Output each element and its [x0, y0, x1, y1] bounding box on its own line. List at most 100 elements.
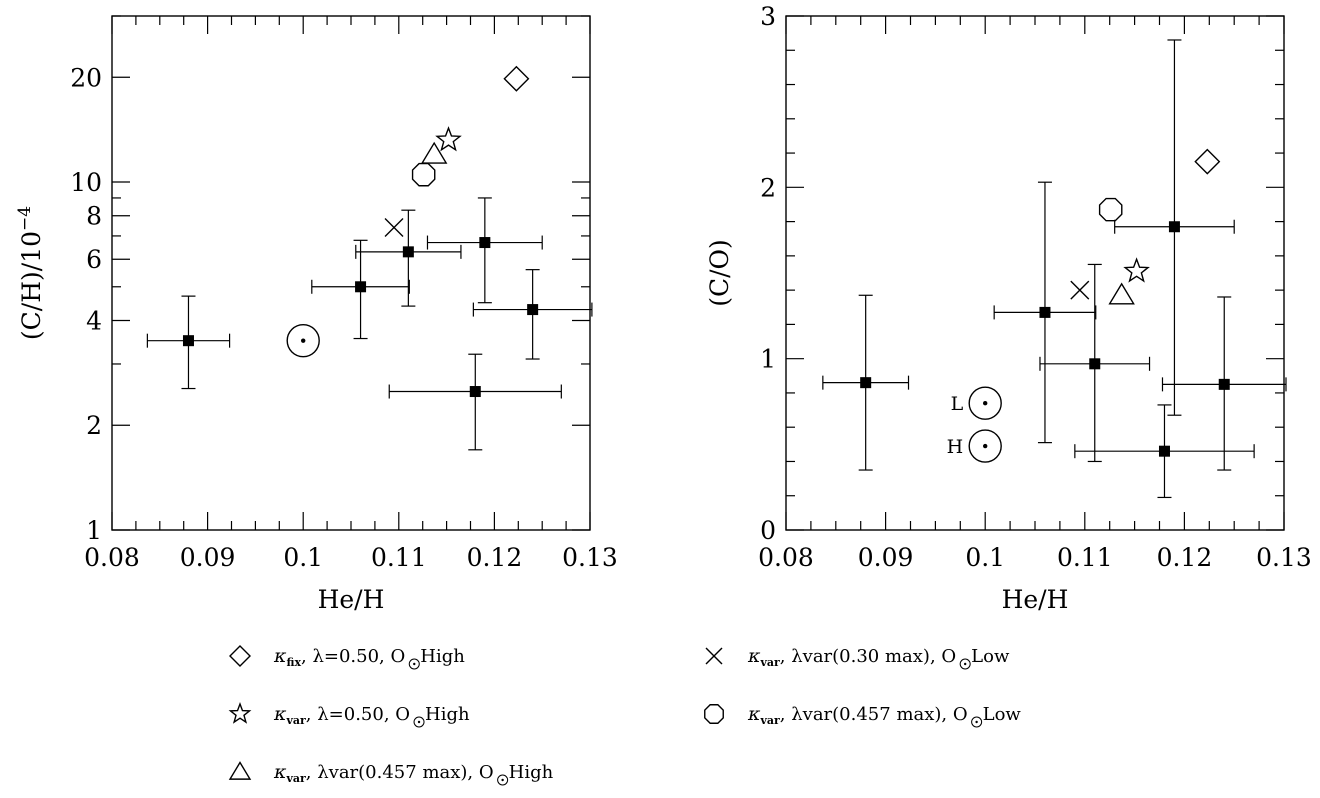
observation-point	[993, 181, 1097, 444]
observation-marker	[1089, 358, 1101, 370]
legend-kappa: κ	[747, 703, 761, 725]
legend-separator: ,	[780, 646, 791, 667]
legend-sun-dot	[963, 662, 967, 666]
legend-sun-circle	[971, 716, 983, 728]
legend-suffix: High	[420, 646, 465, 667]
y-tick-label: 2	[86, 411, 102, 440]
legend-sun-dot	[413, 662, 416, 666]
y-tick-label: 4	[86, 306, 102, 335]
legend-item: κvar, λvar(0.457 max), O High	[228, 761, 554, 786]
plot-frame	[111, 15, 591, 531]
legend-text-main: λvar(0.457 max), O	[317, 762, 493, 783]
observation-marker	[402, 246, 414, 258]
x-tick-label: 0.13	[1256, 543, 1312, 572]
x-tick-label: 0.09	[858, 543, 914, 572]
cross-model-marker	[384, 218, 404, 238]
legend-separator: ,	[306, 762, 317, 783]
observation-point	[426, 197, 543, 304]
observation-marker	[1158, 445, 1170, 457]
legend-kappa-subscript: var	[759, 656, 780, 669]
legend-sun-circle	[413, 716, 425, 728]
y-axis-title: (C/H)/10−4	[15, 206, 46, 340]
sun-label: L	[951, 393, 964, 415]
legend-sun-circle	[408, 658, 420, 670]
observation-point	[1074, 404, 1255, 499]
legend-kappa-subscript: var	[285, 714, 306, 727]
legend-kappa: κ	[273, 703, 287, 725]
diamond-model-marker	[1194, 148, 1221, 175]
legend-suffix: Low	[983, 704, 1022, 725]
x-tick-label: 0.12	[1157, 543, 1213, 572]
observation-point	[1114, 39, 1235, 416]
octagon-model-marker	[1098, 197, 1123, 222]
legend-sun-circle	[959, 658, 971, 670]
legend-sun-dot	[417, 720, 421, 724]
observation-marker	[1168, 221, 1180, 233]
cross-model-marker	[1070, 280, 1090, 300]
legend-label: κvar, λ=0.50, O	[273, 703, 410, 727]
octagon-legend-marker	[704, 704, 724, 724]
octagon-model-marker	[411, 162, 436, 187]
legend-kappa: κ	[273, 645, 287, 667]
legend-kappa: κ	[747, 645, 761, 667]
legend-separator: ,	[780, 704, 791, 725]
sun-symbol	[968, 386, 1002, 420]
y-tick-label: 3	[760, 2, 776, 31]
sun-label: H	[947, 436, 964, 458]
diamond-model-marker	[503, 65, 530, 92]
star-model-marker	[435, 126, 462, 152]
observation-point	[355, 209, 462, 307]
cross-stroke	[705, 647, 723, 665]
legend-sun-symbol	[971, 716, 983, 728]
observation-point	[472, 269, 593, 360]
sun-circle	[286, 323, 320, 358]
legend-suffix: Low	[971, 646, 1010, 667]
y-axis-title-exponent: −4	[15, 206, 35, 231]
x-axis-title: He/H	[1002, 585, 1069, 614]
x-tick-label: 0.1	[965, 543, 1005, 572]
observation-marker	[355, 281, 367, 293]
legend-text-main: λvar(0.30 max), O	[791, 646, 956, 667]
legend-text-main: λ=0.50, O	[312, 646, 405, 667]
legend-item: κvar, λvar(0.457 max), O Low	[704, 703, 1022, 728]
observation-marker	[479, 237, 491, 249]
legend-text-main: λ=0.50, O	[317, 704, 410, 725]
star-model-marker	[1123, 257, 1150, 283]
y-axis-title: (C/O)	[705, 239, 734, 307]
y-tick-label: 8	[86, 202, 102, 231]
observation-point	[146, 295, 231, 390]
legend-label: κvar, λvar(0.30 max), O	[747, 645, 956, 669]
triangle-model-marker	[420, 141, 448, 164]
legend-label: κfix, λ=0.50, O	[273, 645, 405, 669]
sun-dot	[301, 338, 306, 343]
legend-kappa-subscript: fix	[286, 656, 301, 669]
observation-marker	[469, 386, 481, 398]
sun-symbol	[286, 323, 320, 358]
observation-point	[1161, 296, 1287, 471]
sun-circle	[968, 429, 1002, 463]
y-tick-label: 20	[70, 63, 102, 92]
x-axis-title: He/H	[318, 585, 385, 614]
x-tick-label: 0.1	[283, 543, 323, 572]
right-panel: 0.08 0.09 0.1 0.11 0.12 0.13 0 1 2 3 He/H (C/O) LH	[705, 2, 1312, 614]
legend-text-main: λvar(0.457 max), O	[791, 704, 967, 725]
observation-marker	[527, 304, 539, 316]
y-tick-label: 1	[86, 516, 102, 545]
legend-suffix: High	[509, 762, 554, 783]
legend-sun-symbol	[408, 658, 420, 670]
y-tick-label: 2	[760, 173, 776, 202]
x-tick-label: 0.11	[371, 543, 427, 572]
cross-stroke	[1070, 280, 1090, 300]
triangle-legend-marker	[228, 761, 252, 780]
legend-kappa: κ	[273, 761, 287, 783]
observation-marker	[860, 377, 872, 389]
observation-point	[1039, 263, 1151, 463]
x-tick-label: 0.08	[84, 543, 140, 572]
legend-separator: ,	[306, 704, 317, 725]
plot-frame	[785, 15, 1285, 531]
x-tick-label: 0.08	[758, 543, 814, 572]
x-tick-label: 0.13	[562, 543, 618, 572]
observation-marker	[1039, 306, 1051, 318]
observation-marker	[1218, 378, 1230, 390]
